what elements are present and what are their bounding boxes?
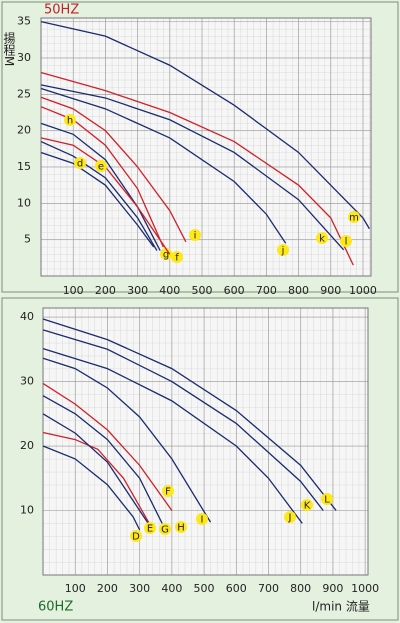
curve-label: k: [319, 234, 325, 245]
label-badge: [284, 511, 296, 523]
curve: [42, 413, 154, 531]
panel-frame: [1, 1, 399, 293]
curve-label: L: [324, 495, 330, 506]
curve: [42, 382, 173, 511]
curve: [42, 329, 324, 511]
curve: [42, 318, 337, 511]
label-badge: [130, 530, 142, 542]
curve-label: K: [304, 501, 311, 512]
panel-frame: [1, 297, 399, 621]
x-tick-label: 900: [322, 582, 343, 595]
curve-label: D: [132, 532, 140, 543]
curve: [40, 151, 155, 248]
y-tick-label: 25: [17, 87, 31, 100]
x-tick-label: 400: [159, 284, 180, 297]
x-tick-label: 800: [290, 582, 311, 595]
chart-title: 50HZ: [44, 3, 79, 18]
curve: [40, 87, 287, 244]
y-tick-label: 5: [24, 233, 31, 246]
x-axis-label: l/min 流量: [312, 600, 370, 614]
label-badge: [277, 244, 289, 256]
curve-label: l: [345, 237, 348, 248]
x-tick-label: 800: [288, 284, 309, 297]
plot-border: [42, 307, 369, 576]
y-tick-label: 20: [17, 124, 31, 137]
label-badge: [162, 485, 174, 497]
label-badge: [64, 114, 76, 126]
label-badge: [175, 521, 187, 533]
label-badge: [74, 157, 86, 169]
x-tick-label: 400: [161, 582, 182, 595]
label-badge: [189, 229, 201, 241]
curve: [42, 357, 212, 523]
x-tick-label: 700: [256, 284, 277, 297]
x-tick-label: 500: [191, 284, 212, 297]
y-tick-label: 35: [17, 15, 31, 28]
curve: [42, 431, 150, 524]
curve-label: d: [77, 159, 83, 170]
y-tick-label: 10: [17, 196, 31, 209]
label-badge: [316, 232, 328, 244]
curve-label: m: [349, 213, 359, 224]
curve-label: f: [175, 253, 179, 264]
label-badge: [159, 523, 171, 535]
minor-grid: [43, 308, 368, 575]
curve: [42, 348, 303, 524]
curve-label: H: [177, 523, 185, 534]
x-tick-label: 700: [258, 582, 279, 595]
y-tick-label: 40: [20, 310, 34, 323]
label-badge: [95, 160, 107, 172]
curve: [42, 445, 141, 531]
curve-label: h: [67, 116, 73, 127]
curve: [40, 96, 187, 243]
x-tick-label: 1000: [351, 582, 379, 595]
label-badge: [171, 251, 183, 263]
chart-title: 60HZ: [38, 600, 73, 615]
curve: [40, 122, 161, 251]
curve: [40, 84, 345, 251]
curve: [40, 71, 354, 266]
label-badge: [301, 499, 313, 511]
curve-label: E: [147, 524, 153, 535]
y-tick-label: 30: [17, 51, 31, 64]
y-tick-label: 20: [20, 439, 34, 452]
x-tick-label: 200: [95, 284, 116, 297]
x-tick-label: 900: [320, 284, 341, 297]
curve-label: F: [165, 487, 171, 498]
x-tick-label: 100: [63, 284, 84, 297]
curve: [40, 106, 164, 248]
x-tick-label: 300: [129, 582, 150, 595]
minor-grid: [41, 18, 371, 276]
curve-label: g: [163, 250, 169, 261]
x-tick-label: 1000: [349, 284, 377, 297]
curve: [40, 140, 158, 251]
curve-label: J: [288, 513, 292, 524]
y-tick-label: 30: [20, 375, 34, 388]
plot-border: [40, 17, 372, 277]
label-badge: [348, 211, 360, 223]
label-badge: [160, 248, 172, 260]
curve-label: j: [281, 246, 285, 257]
x-tick-label: 500: [194, 582, 215, 595]
y-tick-label: 10: [20, 504, 34, 517]
curve: [42, 395, 163, 524]
curve-label: G: [161, 525, 169, 536]
curve-label: e: [98, 162, 104, 173]
label-badge: [196, 513, 208, 525]
curve-label: i: [194, 231, 197, 242]
y-axis-label: 揚程M: [2, 32, 16, 67]
label-badge: [144, 522, 156, 534]
label-badge: [340, 235, 352, 247]
label-badge: [321, 493, 333, 505]
x-tick-label: 600: [226, 582, 247, 595]
x-tick-label: 600: [224, 284, 245, 297]
x-tick-label: 200: [97, 582, 118, 595]
x-tick-label: 100: [65, 582, 86, 595]
curve-label: I: [201, 515, 204, 526]
x-tick-label: 300: [127, 284, 148, 297]
y-tick-label: 15: [17, 160, 31, 173]
